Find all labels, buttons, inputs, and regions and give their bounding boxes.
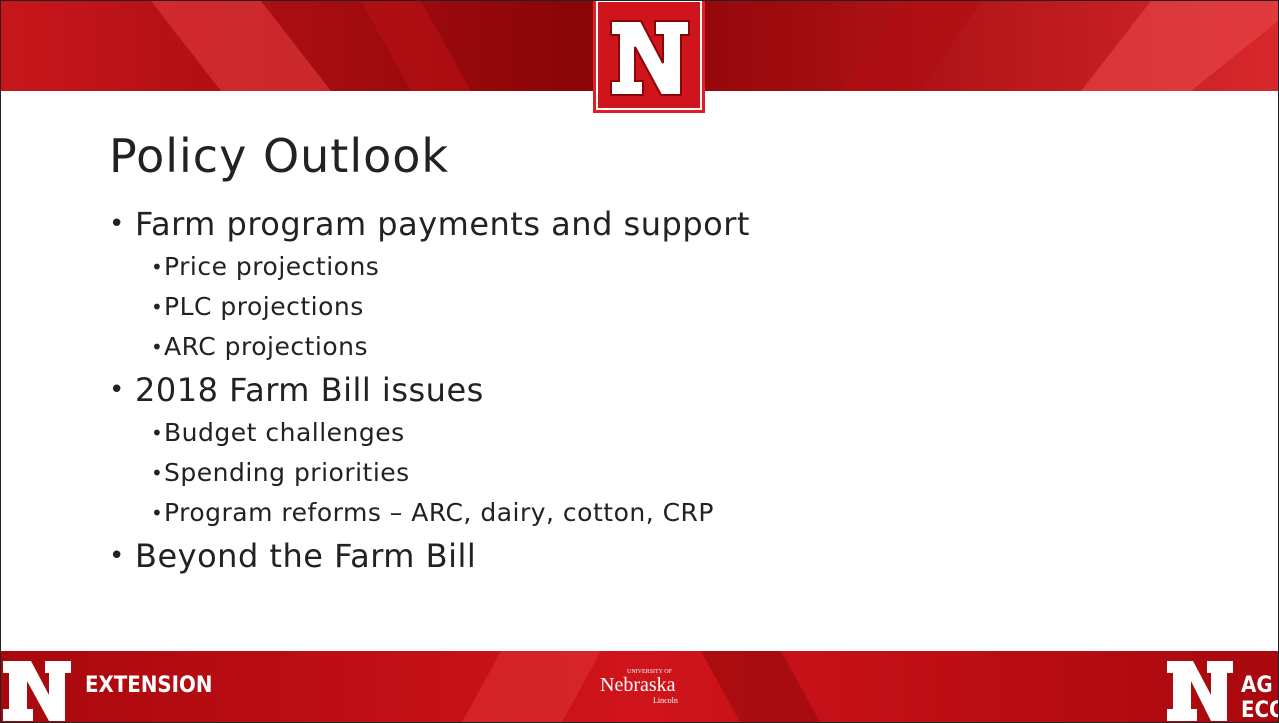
- footer-agecon: AG ECON: [1241, 673, 1278, 723]
- bullet: 2018 Farm Bill issues: [109, 367, 750, 413]
- footer-nebraska: Nebraska: [600, 674, 676, 696]
- sub-bullet: Price projections: [109, 247, 750, 287]
- footer-university-of: UNIVERSITY OF: [627, 669, 672, 675]
- sub-bullet: Spending priorities: [109, 453, 750, 493]
- bullet-list: Farm program payments and supportPrice p…: [109, 201, 750, 579]
- slide-title: Policy Outlook: [109, 129, 450, 183]
- bullet: Farm program payments and support: [109, 201, 750, 247]
- sub-bullet: ARC projections: [109, 327, 750, 367]
- n-logo: [593, 1, 705, 113]
- sub-bullet: Budget challenges: [109, 413, 750, 453]
- bullet: Beyond the Farm Bill: [109, 533, 750, 579]
- footer-bar: [1, 651, 1278, 722]
- sub-bullet: PLC projections: [109, 287, 750, 327]
- footer-extension: EXTENSION: [85, 673, 213, 698]
- footer-lincoln: Lincoln: [653, 696, 678, 705]
- sub-bullet: Program reforms – ARC, dairy, cotton, CR…: [109, 493, 750, 533]
